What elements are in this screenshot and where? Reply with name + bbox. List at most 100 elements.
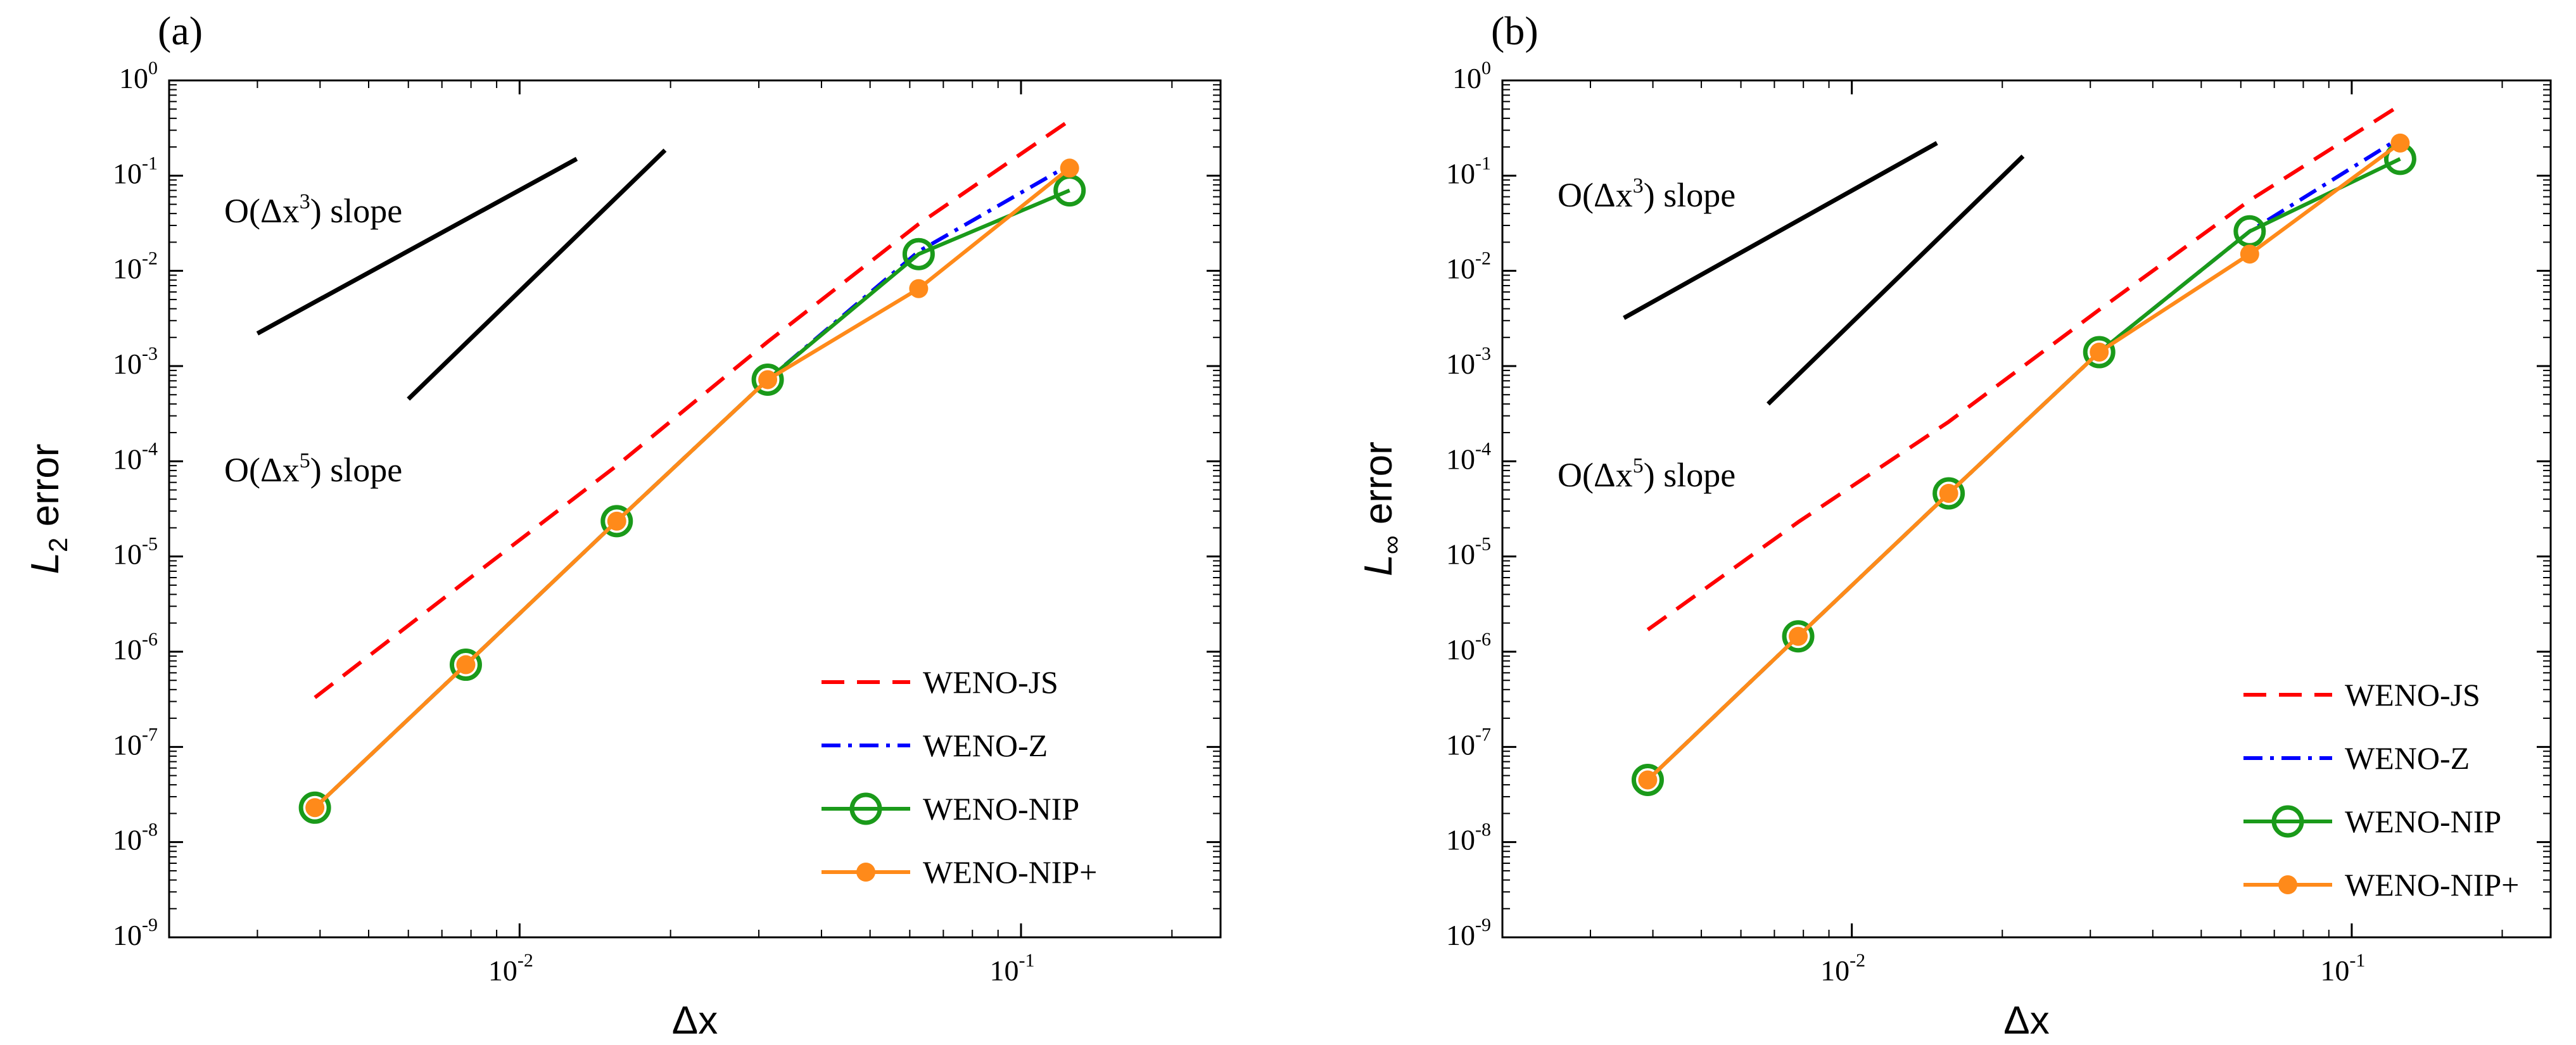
y-tick-exponent: -6	[1475, 629, 1491, 650]
series-weno-nip-line	[1646, 157, 2401, 782]
y-tick-base: 10	[1446, 253, 1475, 285]
y-tick-base: 10	[113, 348, 142, 380]
panel-a: 10010-110-210-310-410-510-610-710-810-91…	[23, 8, 1222, 1042]
x-tick-label: 10-1	[989, 950, 1034, 987]
y-tick-exponent: -4	[142, 438, 158, 459]
y-tick-exponent: -1	[1475, 153, 1491, 174]
y-tick-label: 10-9	[113, 915, 158, 951]
y-tick-base: 10	[113, 253, 142, 285]
y-tick-base: 10	[1446, 633, 1475, 666]
y-tick-label: 10-4	[113, 438, 158, 475]
series-weno-nip-plus-point	[305, 798, 325, 818]
y-tick-exponent: -2	[1475, 248, 1491, 269]
reference-slope-label: O(Δx5) slope	[224, 449, 402, 489]
y-tick-base: 10	[1446, 824, 1475, 856]
y-tick-exponent: -9	[1475, 915, 1491, 935]
series-weno-nip-point	[298, 791, 331, 824]
x-tick-exponent: -2	[1850, 950, 1865, 971]
series-weno-nip-plus-line	[1646, 141, 2402, 782]
series-weno-nip-point	[1631, 763, 1664, 796]
y-tick-label: 10-4	[1446, 438, 1491, 475]
y-tick-label: 10-3	[1446, 343, 1491, 380]
slope-label-suffix: ) slope	[310, 451, 402, 489]
y-tick-base: 10	[1446, 919, 1475, 951]
series-weno-z-line	[1646, 136, 2401, 782]
series-weno-nip-point	[2083, 336, 2116, 369]
series-weno-nip-plus-point	[1060, 158, 1079, 178]
series-weno-js-line	[314, 118, 1071, 699]
plot-frame	[1501, 79, 2552, 939]
panel-b: 10010-110-210-310-410-510-610-710-810-91…	[1357, 8, 2552, 1042]
reference-slope-label: O(Δx3) slope	[224, 190, 402, 230]
y-tick-label: 100	[119, 58, 158, 94]
slope-label-prefix: O(Δx	[1558, 456, 1633, 494]
y-axis-title-main: L	[23, 552, 67, 574]
x-tick-exponent: -1	[2349, 950, 2365, 971]
series-weno-nip-point	[1932, 477, 1965, 510]
series-weno-nip-plus-point	[2240, 244, 2259, 264]
series-weno-z-line	[314, 163, 1071, 809]
y-axis-title: L∞ error	[1357, 441, 1406, 576]
series-weno-nip-plus-point	[1939, 484, 1958, 504]
series-weno-nip-line	[314, 188, 1070, 809]
x-tick-exponent: -2	[517, 950, 533, 971]
x-axis-title: Δx	[2003, 999, 2049, 1042]
y-tick-base: 10	[1446, 443, 1475, 475]
y-tick-base: 10	[1446, 348, 1475, 380]
y-tick-exponent: -3	[142, 343, 158, 364]
legend-label: WENO-NIP+	[923, 854, 1097, 890]
series-weno-nip-point	[751, 363, 784, 396]
y-tick-label: 10-5	[1446, 534, 1491, 571]
reference-slope-line	[407, 148, 667, 401]
y-tick-exponent: -7	[1475, 724, 1491, 745]
slope-label-suffix: ) slope	[310, 192, 402, 230]
reference-slope-label: O(Δx3) slope	[1558, 174, 1735, 214]
y-axis-title-sub: ∞	[1376, 535, 1406, 554]
y-tick-label: 10-6	[113, 629, 158, 666]
y-tick-exponent: -5	[1475, 534, 1491, 555]
y-tick-label: 10-7	[113, 724, 158, 761]
plot-frame	[168, 79, 1222, 939]
legend-label: WENO-NIP+	[2345, 867, 2519, 902]
slope-label-prefix: O(Δx	[224, 192, 300, 230]
series-weno-nip-point	[902, 238, 935, 270]
y-tick-exponent: -1	[142, 153, 158, 174]
legend-swatch-marker	[849, 792, 882, 825]
y-axis-title-rest: error	[23, 444, 67, 538]
y-tick-base: 10	[1452, 62, 1482, 94]
series-weno-nip-plus-point	[2090, 343, 2109, 362]
legend-label: WENO-NIP	[923, 791, 1079, 826]
y-tick-label: 10-2	[113, 248, 158, 285]
x-tick-base: 10	[2320, 954, 2349, 987]
y-tick-exponent: -2	[142, 248, 158, 269]
x-tick-label: 10-1	[2320, 950, 2365, 987]
panel-label: (a)	[158, 8, 203, 53]
y-tick-label: 10-8	[113, 820, 158, 856]
y-tick-exponent: -7	[142, 724, 158, 745]
x-tick-base: 10	[1820, 954, 1850, 987]
series-weno-nip-point	[449, 649, 482, 681]
y-tick-exponent: -9	[142, 915, 158, 935]
slope-label-exponent: 3	[300, 190, 310, 213]
y-tick-exponent: -3	[1475, 343, 1491, 364]
x-tick-base: 10	[989, 954, 1018, 987]
slope-label-exponent: 5	[1633, 454, 1644, 478]
y-tick-label: 10-2	[1446, 248, 1491, 285]
y-tick-base: 10	[113, 728, 142, 761]
series-weno-nip-plus-point	[909, 279, 929, 298]
panel-label: (b)	[1491, 8, 1539, 53]
series-weno-nip-plus-point	[2390, 133, 2410, 153]
y-tick-base: 10	[113, 443, 142, 475]
reference-slope-label: O(Δx5) slope	[1558, 454, 1735, 494]
reference-slope-line	[1767, 155, 2025, 406]
y-tick-base: 10	[113, 157, 142, 189]
y-tick-label: 10-7	[1446, 724, 1491, 761]
x-tick-label: 10-2	[488, 950, 533, 987]
series-weno-nip-point	[1782, 620, 1815, 653]
y-tick-label: 10-3	[113, 343, 158, 380]
x-tick-label: 10-2	[1820, 950, 1865, 987]
y-tick-label: 10-8	[1446, 820, 1491, 856]
series-weno-nip-plus-point	[607, 511, 626, 531]
reference-slope-line	[256, 156, 578, 336]
